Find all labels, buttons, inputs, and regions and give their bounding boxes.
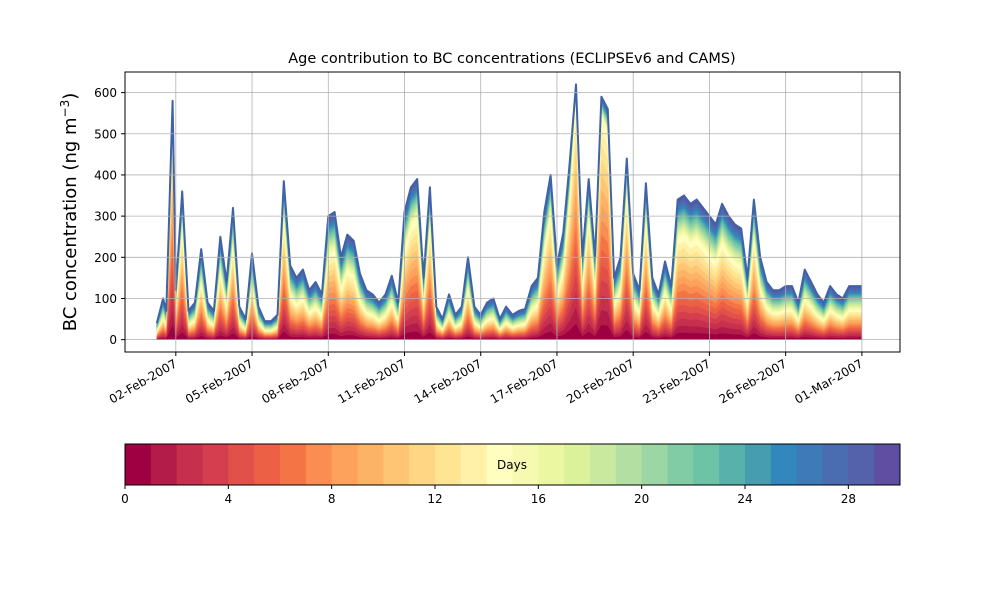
colorbar-band — [512, 444, 539, 485]
grid-lines — [125, 72, 900, 352]
colorbar-band — [564, 444, 591, 485]
colorbar-band — [796, 444, 823, 485]
colorbar-band — [305, 444, 333, 485]
colorbar-band — [202, 444, 229, 485]
colorbar-band — [228, 444, 255, 485]
chart-title: Age contribution to BC concentrations (E… — [288, 51, 735, 67]
colorbar-tick-label: 4 — [225, 492, 233, 506]
colorbar-tick-label: 28 — [841, 492, 856, 506]
colorbar-band — [435, 444, 462, 485]
colorbar-tick-label: 8 — [328, 492, 336, 506]
plot-area — [155, 83, 862, 340]
colorbar-band — [409, 444, 436, 485]
colorbar-band — [486, 444, 513, 485]
age-layer-0 — [156, 323, 862, 340]
colorbar-band — [331, 444, 358, 485]
age-area-layers — [156, 84, 862, 340]
colorbar-band — [357, 444, 384, 485]
colorbar-ticks: 0 4 8 12 16 20 24 28 — [121, 485, 856, 506]
colorbar-band — [641, 444, 668, 485]
colorbar-band — [874, 444, 901, 485]
colorbar-band — [822, 444, 849, 485]
colorbar-band — [590, 444, 617, 485]
y-tick-label: 600 — [94, 86, 117, 100]
plot-frame — [124, 71, 901, 353]
colorbar-band — [719, 444, 746, 485]
colorbar-frame — [124, 443, 901, 486]
colorbar-band — [667, 444, 694, 485]
y-tick-label: 300 — [94, 210, 117, 224]
colorbar-band — [693, 444, 720, 485]
total-concentration-line — [155, 83, 862, 324]
colorbar-band — [150, 444, 178, 485]
colorbar-band — [460, 444, 488, 485]
colorbar-tick-label: 16 — [531, 492, 546, 506]
y-tick-label: 400 — [94, 168, 117, 182]
y-tick-label: 200 — [94, 251, 117, 265]
colorbar-band — [615, 444, 643, 485]
colorbar-band — [125, 444, 152, 485]
colorbar-band — [770, 444, 798, 485]
age-layer-1 — [156, 307, 862, 340]
colorbar-tick-label: 24 — [737, 492, 752, 506]
colorbar-band — [383, 444, 410, 485]
colorbar-band — [848, 444, 875, 485]
colorbar-band — [254, 444, 281, 485]
y-tick-label: 500 — [94, 127, 117, 141]
colorbar-band — [176, 444, 203, 485]
colorbar-band — [745, 444, 772, 485]
colorbar-tick-label: 0 — [121, 492, 129, 506]
colorbar: 0 4 8 12 16 20 24 28 Days — [121, 443, 901, 506]
colorbar-band — [280, 444, 307, 485]
colorbar-tick-label: 20 — [634, 492, 649, 506]
y-tick-label: 100 — [94, 292, 117, 306]
y-tick-label: 0 — [109, 333, 117, 347]
colorbar-bands — [125, 444, 901, 485]
y-axis-label: BC concentration (ng m−3) — [58, 93, 81, 332]
colorbar-tick-label: 12 — [427, 492, 442, 506]
colorbar-band — [538, 444, 565, 485]
colorbar-label: Days — [497, 458, 527, 472]
y-axis: 0 100 200 300 400 500 600 — [94, 86, 125, 347]
